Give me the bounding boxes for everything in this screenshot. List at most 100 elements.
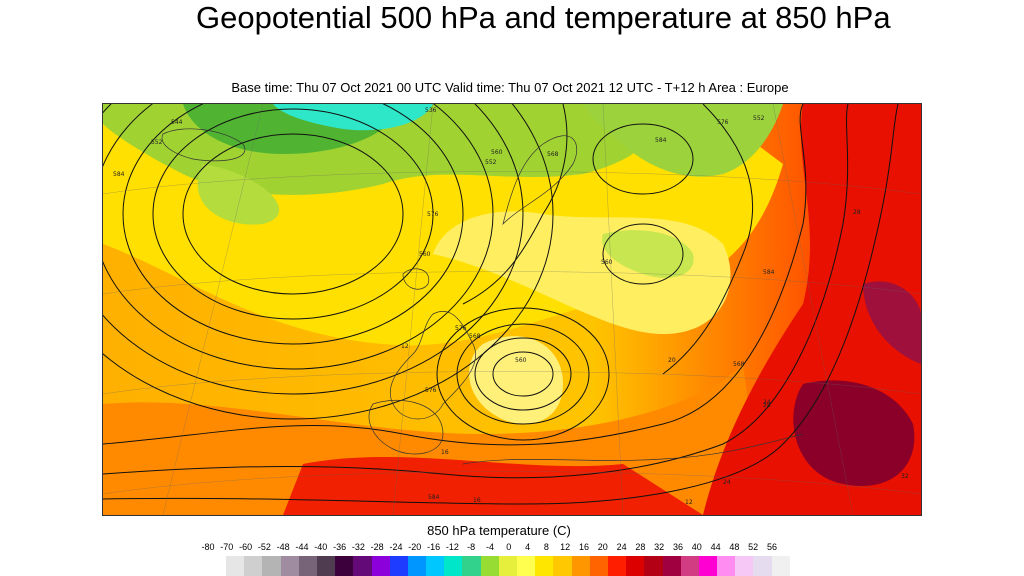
- legend-tick-label: 56: [766, 542, 778, 552]
- legend-tick-label: -80: [201, 542, 215, 552]
- legend-swatch: [753, 556, 772, 576]
- very-hot-northeast: [863, 281, 921, 364]
- legend-tick-label: -70: [220, 542, 234, 552]
- contour-label: 552: [753, 115, 765, 122]
- legend-tick-label: -24: [389, 542, 403, 552]
- legend-swatch: [426, 556, 445, 576]
- legend-swatch: [444, 556, 463, 576]
- contour-label: 536: [425, 107, 437, 114]
- contour-label: 560: [419, 251, 431, 258]
- contour-label: 552: [485, 159, 497, 166]
- coastlines: [161, 128, 804, 465]
- legend-swatch: [644, 556, 663, 576]
- legend-tick-label: 48: [729, 542, 740, 552]
- chart-subtitle: Base time: Thu 07 Oct 2021 00 UTC Valid …: [231, 80, 789, 95]
- legend-tick-label: -44: [295, 542, 309, 552]
- legend-tick-label: 28: [635, 542, 646, 552]
- contour-label: 568: [469, 333, 481, 340]
- legend-swatch: [607, 556, 627, 576]
- legend-tick-label: 4: [525, 542, 531, 552]
- very-hot-east: [793, 380, 915, 486]
- green-lowlands: [197, 164, 280, 225]
- green-scandinavia: [583, 104, 783, 177]
- legend-swatch: [298, 556, 317, 576]
- legend-tick-label: 44: [710, 542, 721, 552]
- legend-tick-label: 36: [672, 542, 684, 552]
- legend-swatch: [262, 556, 281, 576]
- cyan-cold: [273, 104, 433, 131]
- legend-tick-label: -16: [427, 542, 441, 552]
- legend-swatch: [662, 556, 681, 576]
- point-label: 12: [401, 343, 409, 350]
- point-label: 28: [853, 209, 861, 216]
- legend-swatch: [535, 556, 554, 576]
- legend-tick-label: 16: [578, 542, 590, 552]
- contour-label: 584: [428, 494, 440, 501]
- legend-swatch: [407, 556, 427, 576]
- legend-swatch: [589, 556, 608, 576]
- legend-tick-label: 32: [654, 542, 665, 552]
- legend-colorbar: [226, 556, 790, 576]
- legend-tick-label: 20: [597, 542, 608, 552]
- legend-swatch: [717, 556, 736, 576]
- legend-tick-label: -28: [370, 542, 384, 552]
- legend-swatch: [389, 556, 408, 576]
- green-russia: [602, 230, 694, 278]
- legend-swatch: [626, 556, 645, 576]
- graticule: [103, 104, 921, 515]
- legend-tick-label: -52: [257, 542, 271, 552]
- contour-label: 568: [733, 361, 745, 368]
- point-label-group: 16 12 24 28 20 16 12 24 28 32: [401, 209, 909, 506]
- contour-label: 584: [763, 269, 775, 276]
- legend-swatch: [462, 556, 481, 576]
- legend-tick-label: -8: [467, 542, 476, 552]
- legend-tick-label: -12: [445, 542, 459, 552]
- legend-tick-label: 52: [748, 542, 759, 552]
- legend-ticks: -80 -70 -60 -52 -48 -44 -40 -36 -32 -28 -24 -20 -16-…: [198, 542, 798, 554]
- point-label: 12: [685, 499, 693, 506]
- point-label: 16: [473, 497, 481, 504]
- contour-label: 552: [151, 139, 163, 146]
- contour-label: 576: [717, 119, 729, 126]
- contour-label: 576: [425, 387, 437, 394]
- legend-swatch: [553, 556, 572, 576]
- contour-label: 560: [515, 357, 527, 364]
- legend-tick-label: 0: [506, 542, 512, 552]
- point-label: 28: [763, 402, 771, 409]
- legend-tick-label: -60: [239, 542, 253, 552]
- legend-tick-label: 8: [543, 542, 549, 552]
- contour-label: 584: [113, 171, 125, 178]
- legend-tick-label: -48: [276, 542, 290, 552]
- legend-swatch: [226, 556, 245, 576]
- legend-swatch: [480, 556, 499, 576]
- chart-title: Geopotential 500 hPa and temperature at …: [196, 0, 891, 35]
- contour-label: 584: [655, 137, 667, 144]
- point-label: 24: [763, 399, 771, 406]
- legend-swatch: [771, 556, 790, 576]
- contour-label: 560: [491, 149, 503, 156]
- point-label: 20: [668, 357, 676, 364]
- contour-label: 560: [601, 259, 613, 266]
- legend-tick-label: -40: [314, 542, 328, 552]
- legend-tick-label: -20: [408, 542, 422, 552]
- legend-tick-label: 12: [560, 542, 571, 552]
- legend-tick-label: 40: [691, 542, 702, 552]
- legend-swatch: [335, 556, 354, 576]
- contour-label: 544: [171, 119, 183, 126]
- legend-swatch: [316, 556, 336, 576]
- point-label: 32: [901, 473, 909, 480]
- legend-swatch: [735, 556, 754, 576]
- legend-swatch: [353, 556, 372, 576]
- legend-swatch: [517, 556, 536, 576]
- legend-tick-label: -32: [351, 542, 365, 552]
- contour-label: 568: [547, 151, 559, 158]
- weather-map: 536 552 544 560 568 576 584 560 584 576 …: [102, 103, 922, 516]
- legend-tick-label: -4: [485, 542, 495, 552]
- legend-swatch: [698, 556, 718, 576]
- legend-tick-label: 24: [616, 542, 627, 552]
- point-label: 16: [441, 449, 449, 456]
- legend-swatch: [680, 556, 699, 576]
- legend-swatch: [280, 556, 299, 576]
- legend-swatch: [244, 556, 263, 576]
- contour-label: 576: [455, 325, 467, 332]
